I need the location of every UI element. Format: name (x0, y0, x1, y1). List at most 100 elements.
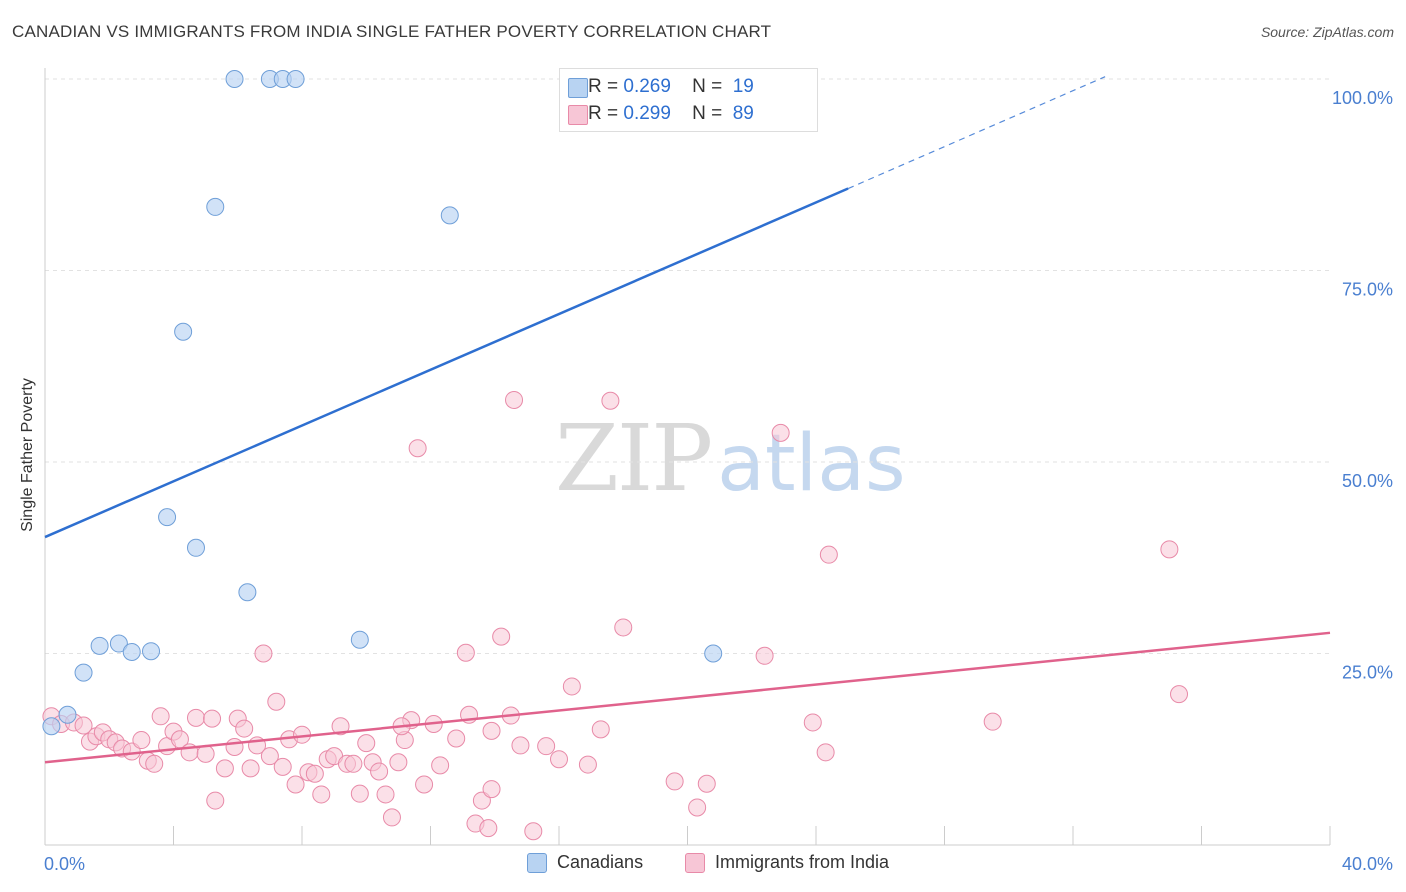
data-point-india (350, 784, 369, 803)
data-point-india (550, 750, 568, 769)
data-point-india (215, 759, 234, 778)
x-tick-label: 40.0% (1342, 854, 1393, 874)
data-point-canadians (440, 206, 459, 225)
data-point-india (505, 390, 524, 409)
legend-label-india: Immigrants from India (715, 852, 890, 872)
data-point-canadians (350, 630, 369, 649)
watermark: ZIPatlas (555, 405, 906, 512)
data-point-india (524, 822, 543, 841)
data-point-india (601, 391, 620, 410)
data-point-india (456, 643, 475, 662)
legend-r-value: 0.299 (623, 103, 671, 124)
data-point-india (357, 734, 376, 753)
data-point-canadians (58, 705, 77, 724)
data-point-india (482, 721, 501, 740)
data-point-india (260, 747, 279, 766)
legend-r-label: R = (588, 76, 619, 97)
data-point-india (688, 798, 707, 817)
legend-n-label: N = (692, 76, 723, 97)
data-point-india (241, 759, 260, 778)
legend-item-india: Immigrants from India (685, 852, 889, 873)
stats-legend: R = 0.269 N = 19 R = 0.299 N = 89 (559, 68, 818, 132)
data-point-canadians (174, 322, 193, 341)
data-point-canadians (158, 508, 177, 527)
trendline-canadians-extension (847, 76, 1106, 190)
data-point-india (479, 819, 498, 838)
legend-r-value: 0.269 (623, 76, 671, 97)
data-point-india (447, 729, 466, 748)
data-point-india (431, 756, 450, 775)
data-point-india (482, 780, 501, 799)
data-point-canadians (206, 197, 225, 216)
data-point-india (382, 808, 401, 827)
legend-swatch-canadians (568, 78, 588, 98)
data-point-india (1160, 540, 1179, 559)
legend-swatch-india (685, 852, 705, 873)
trendline-canadians (44, 187, 849, 539)
data-point-canadians (90, 636, 109, 655)
y-tick-label: 50.0% (1342, 471, 1393, 491)
legend-r-label: R = (588, 103, 619, 124)
data-point-india (203, 709, 222, 728)
data-point-india (376, 785, 395, 804)
data-point-india (665, 772, 684, 791)
legend-label-canadians: Canadians (557, 852, 644, 872)
data-point-canadians (286, 70, 305, 88)
data-point-india (511, 736, 530, 755)
data-point-india (819, 545, 838, 564)
chart-title: CANADIAN VS IMMIGRANTS FROM INDIA SINGLE… (12, 22, 772, 41)
data-point-india (415, 775, 434, 794)
y-tick-label: 100.0% (1332, 88, 1393, 108)
data-point-india (755, 646, 774, 665)
data-point-canadians (238, 583, 257, 602)
legend-n-label: N = (692, 103, 723, 124)
data-point-canadians (142, 642, 161, 661)
data-point-india (132, 731, 151, 750)
data-point-canadians (122, 642, 141, 661)
data-point-india (1170, 685, 1189, 704)
data-point-canadians (186, 538, 205, 557)
source-label: Source: ZipAtlas.com (1260, 24, 1394, 40)
data-point-canadians (109, 634, 128, 653)
data-point-india (273, 757, 292, 776)
data-point-india (408, 439, 427, 458)
data-point-india (578, 755, 597, 774)
data-point-india (771, 423, 790, 442)
data-point-india (472, 791, 491, 810)
data-point-india (344, 754, 363, 773)
data-point-canadians (42, 717, 61, 736)
data-point-india (235, 719, 254, 738)
y-tick-label: 75.0% (1342, 280, 1393, 300)
data-point-india (983, 712, 1002, 731)
data-point-india (331, 717, 350, 736)
data-point-india (151, 707, 170, 726)
legend-row-canadians: R = 0.269 N = 19 (568, 75, 754, 99)
data-point-canadians (74, 663, 93, 682)
data-point-india (206, 791, 225, 810)
data-point-india (225, 737, 244, 756)
data-point-india (816, 743, 835, 762)
data-point-india (267, 692, 286, 711)
watermark-zip: ZIP (555, 405, 713, 512)
data-point-india (254, 644, 273, 663)
series-legend: Canadians Immigrants from India (0, 852, 1406, 876)
legend-row-india: R = 0.299 N = 89 (568, 102, 754, 126)
y-tick-label: 25.0% (1342, 663, 1393, 683)
data-point-india (145, 754, 164, 773)
data-point-india (74, 716, 93, 735)
data-point-india (492, 627, 511, 646)
data-point-india (370, 762, 389, 781)
data-point-india (312, 785, 331, 804)
legend-swatch-india (568, 105, 588, 125)
data-point-canadians (225, 70, 244, 88)
data-point-india (803, 713, 822, 732)
data-point-india (305, 764, 324, 783)
data-point-canadians (704, 644, 723, 663)
data-point-india (286, 775, 305, 794)
data-point-india (614, 618, 633, 637)
data-point-india (697, 774, 716, 793)
legend-swatch-canadians (527, 852, 547, 873)
x-tick-label: 0.0% (44, 854, 85, 874)
trendline-india (44, 631, 1331, 764)
